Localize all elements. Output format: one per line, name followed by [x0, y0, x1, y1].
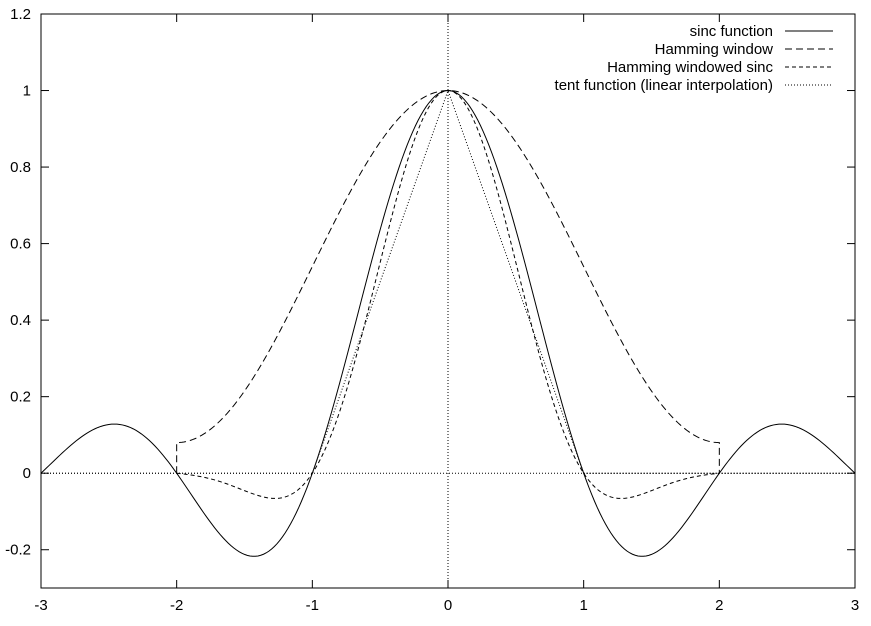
x-tick-label: 1 [579, 597, 587, 614]
y-tick-label: 1 [23, 83, 31, 100]
legend-label: tent function (linear interpolation) [555, 77, 773, 94]
x-tick-label: -1 [306, 597, 319, 614]
x-tick-label: -3 [34, 597, 47, 614]
y-tick-label: 1.2 [10, 6, 31, 23]
x-tick-label: 2 [715, 597, 723, 614]
series-line [176, 90, 720, 474]
legend-label: Hamming window [655, 41, 774, 58]
legend-label: sinc function [690, 23, 773, 40]
series-layer [40, 89, 856, 557]
y-tick-label: 0 [23, 465, 31, 482]
legend-label: Hamming windowed sinc [607, 59, 773, 76]
x-tick-label: -2 [170, 597, 183, 614]
series-line [176, 90, 720, 499]
y-tick-label: 0.2 [10, 389, 31, 406]
y-tick-label: 0.4 [10, 312, 31, 329]
x-tick-label: 3 [851, 597, 859, 614]
ticks-layer: -3 -2 -1 0 1 2 3 -0.2 0 0.2 0.4 0.6 0.8 1 1.2 [5, 6, 859, 614]
y-tick-label: 0.6 [10, 236, 31, 253]
y-tick-label: 0.8 [10, 159, 31, 176]
x-tick-label: 0 [444, 597, 452, 614]
series-line [41, 89, 855, 474]
y-tick-label: -0.2 [5, 542, 31, 559]
